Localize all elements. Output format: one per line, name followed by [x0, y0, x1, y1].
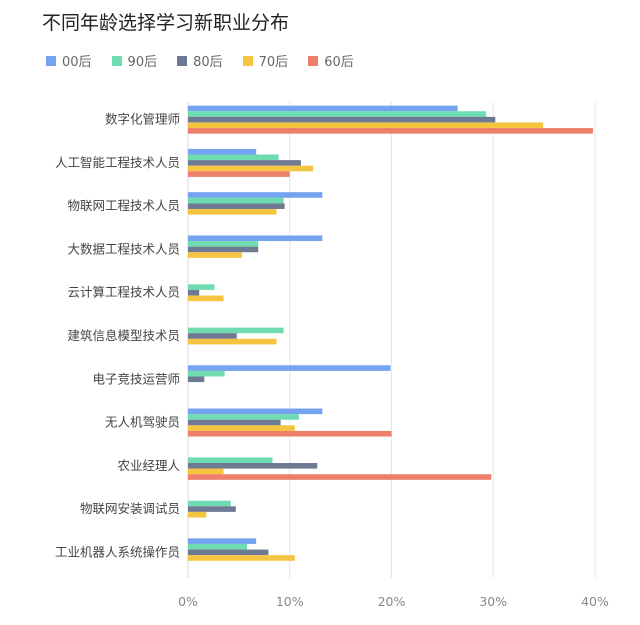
chart-title: 不同年龄选择学习新职业分布	[42, 12, 290, 34]
bar[interactable]	[188, 511, 207, 518]
bar[interactable]	[188, 148, 257, 155]
bar[interactable]	[188, 430, 392, 437]
legend-label: 90后	[127, 55, 158, 70]
bar[interactable]	[188, 235, 323, 242]
bar[interactable]	[188, 252, 242, 258]
category-label: 物联网安装调试员	[80, 501, 180, 516]
bar[interactable]	[188, 463, 318, 469]
legend-label: 60后	[324, 55, 354, 70]
bar[interactable]	[188, 154, 279, 161]
category-label: 电子竞技运营师	[92, 371, 180, 386]
bar[interactable]	[188, 284, 215, 290]
legend-item[interactable]: 80后	[177, 51, 223, 70]
legend-item[interactable]: 70后	[242, 51, 289, 70]
bar[interactable]	[188, 408, 323, 415]
legend-label: 70后	[258, 55, 289, 70]
bar[interactable]	[188, 555, 295, 561]
bar[interactable]	[188, 506, 236, 512]
x-tick-label: 0%	[178, 594, 198, 609]
bar[interactable]	[188, 327, 284, 334]
bar[interactable]	[188, 197, 284, 204]
legend-swatch	[46, 55, 56, 66]
category-label: 人工智能工程技术人员	[55, 155, 180, 170]
category-label: 农业经理人	[117, 458, 180, 473]
legend-item[interactable]: 60后	[308, 51, 354, 70]
chart-legend: 00后 90后 80后 70后 60后	[46, 51, 354, 70]
bar[interactable]	[188, 419, 281, 426]
bar[interactable]	[188, 128, 593, 134]
x-tick-label: 40%	[581, 594, 609, 609]
bar[interactable]	[188, 246, 259, 253]
legend-item[interactable]: 00后	[46, 51, 92, 70]
category-label: 无人机驾驶员	[105, 415, 180, 430]
bar[interactable]	[188, 203, 285, 209]
bar[interactable]	[188, 333, 237, 339]
x-tick-label: 20%	[378, 594, 406, 609]
bar[interactable]	[188, 295, 224, 302]
legend-label: 00后	[62, 55, 92, 70]
category-label: 物联网工程技术人员	[67, 198, 180, 213]
category-label: 数字化管理师	[105, 112, 180, 127]
bar[interactable]	[188, 116, 496, 123]
x-tick-label: 30%	[479, 594, 507, 609]
bar[interactable]	[188, 425, 295, 431]
bar[interactable]	[188, 241, 259, 247]
category-label: 大数据工程技术人员	[67, 241, 180, 256]
legend-item[interactable]: 90后	[111, 51, 158, 70]
legend-swatch	[177, 55, 188, 66]
bar[interactable]	[188, 105, 458, 112]
bar[interactable]	[188, 474, 492, 480]
bar[interactable]	[188, 538, 257, 544]
bar[interactable]	[188, 165, 314, 172]
bar[interactable]	[188, 549, 269, 556]
legend-swatch	[111, 55, 122, 66]
bar[interactable]	[188, 338, 277, 345]
bar[interactable]	[188, 192, 323, 198]
bar[interactable]	[188, 457, 273, 464]
category-label: 建筑信息模型技术员	[67, 328, 180, 343]
bar[interactable]	[188, 543, 248, 550]
bar[interactable]	[188, 171, 290, 177]
x-tick-label: 10%	[276, 594, 304, 609]
bar[interactable]	[188, 376, 205, 383]
bar[interactable]	[188, 500, 231, 507]
bar[interactable]	[188, 208, 277, 215]
bar[interactable]	[188, 160, 301, 166]
bar[interactable]	[188, 414, 299, 420]
bar[interactable]	[188, 122, 544, 129]
category-label: 工业机器人系统操作员	[55, 544, 180, 559]
category-label: 云计算工程技术人员	[67, 285, 180, 300]
bar[interactable]	[188, 111, 487, 117]
legend-swatch	[242, 55, 253, 66]
bar[interactable]	[188, 370, 225, 377]
bar[interactable]	[188, 289, 200, 296]
legend-swatch	[308, 55, 319, 66]
bar[interactable]	[188, 365, 391, 371]
bar[interactable]	[188, 468, 224, 475]
legend-label: 80后	[193, 55, 223, 70]
